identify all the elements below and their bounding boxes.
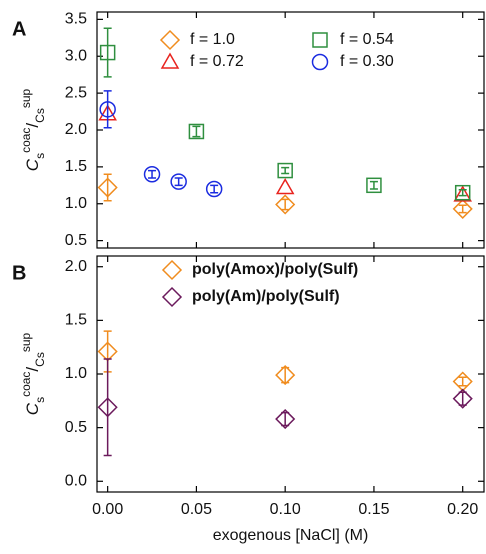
marker <box>452 388 473 409</box>
marker <box>143 166 161 183</box>
y-label-part: s <box>33 108 47 114</box>
error-bar <box>210 184 219 194</box>
marker <box>275 178 295 195</box>
y-tick-label: 1.5 <box>65 158 87 175</box>
x-tick-label: 0.05 <box>181 501 212 518</box>
marker <box>99 44 116 61</box>
legend-marker <box>161 259 183 281</box>
legend-label: f = 0.54 <box>340 31 394 48</box>
marker <box>275 194 296 215</box>
y-label-part: coac <box>19 128 33 153</box>
y-tick-label: 1.0 <box>65 365 87 382</box>
x-tick-label: 0.15 <box>358 501 389 518</box>
x-tick-label: 0.00 <box>92 501 123 518</box>
y-label-part: s <box>33 397 47 403</box>
error-bar <box>103 358 112 457</box>
marker <box>275 408 296 430</box>
error-bar <box>103 90 112 129</box>
y-tick-label: 0.0 <box>65 472 87 489</box>
legend-marker <box>161 286 183 308</box>
legend-label: f = 0.30 <box>340 53 394 70</box>
marker <box>366 177 382 194</box>
series <box>99 27 471 201</box>
legend-label: poly(Am)/poly(Sulf) <box>192 288 340 305</box>
y-tick-label: 0.5 <box>65 419 87 436</box>
marker <box>452 198 473 219</box>
y-tick-label: 2.0 <box>65 258 87 275</box>
y-tick-label: 3.5 <box>65 11 87 28</box>
error-bar <box>281 198 290 211</box>
y-tick-label: 1.5 <box>65 312 87 329</box>
plot-frame <box>96 11 485 249</box>
y-label-part: sup <box>19 332 33 352</box>
marker <box>99 101 116 118</box>
y-tick-label: 3.0 <box>65 47 87 64</box>
legend-label: f = 1.0 <box>190 31 235 48</box>
marker <box>97 177 118 198</box>
y-tick-label: 0.5 <box>65 232 87 249</box>
legend-marker <box>312 32 328 48</box>
error-bar <box>103 27 112 78</box>
marker <box>97 397 118 418</box>
y-label-part: s <box>33 352 47 358</box>
y-label-part: / <box>23 367 42 372</box>
y-axis-label: Cscoac/Cssup <box>19 332 47 415</box>
error-bar <box>281 366 290 384</box>
error-bar <box>174 177 183 187</box>
error-bar <box>458 376 467 387</box>
marker <box>205 180 223 198</box>
legend-marker <box>159 29 181 51</box>
legend-label: poly(Amox)/poly(Sulf) <box>192 261 358 278</box>
x-tick-label: 0.20 <box>447 501 478 518</box>
y-label-part: C <box>33 114 47 123</box>
error-bar <box>192 125 201 138</box>
y-label-part: s <box>33 153 47 159</box>
marker <box>277 162 293 179</box>
series <box>98 104 472 202</box>
panel-label: B <box>12 262 26 284</box>
x-axis-label: exogenous [NaCl] (M) <box>213 527 369 544</box>
marker <box>275 365 296 386</box>
error-bar <box>281 411 290 427</box>
y-label-part: sup <box>19 88 33 108</box>
y-label-part: / <box>23 123 42 128</box>
y-label-part: C <box>23 402 42 415</box>
series <box>97 358 473 457</box>
panel-label: A <box>12 18 26 40</box>
marker <box>170 173 187 190</box>
error-bar <box>458 391 467 406</box>
error-bar <box>458 188 467 197</box>
marker <box>188 123 205 140</box>
series <box>97 173 473 219</box>
y-label-part: coac <box>19 372 33 397</box>
legend-marker <box>311 53 329 71</box>
marker <box>454 184 471 201</box>
series <box>97 330 473 392</box>
y-tick-label: 1.0 <box>65 195 87 212</box>
marker <box>453 185 472 202</box>
y-label-part: C <box>23 158 42 171</box>
legend-marker <box>160 52 180 69</box>
y-label-part: C <box>33 358 47 367</box>
series <box>99 90 223 198</box>
y-tick-label: 2.0 <box>65 121 87 138</box>
error-bar <box>458 204 467 214</box>
error-bar <box>148 169 157 179</box>
error-bar <box>369 180 378 190</box>
y-axis-label: Cscoac/Cssup <box>19 88 47 171</box>
x-tick-label: 0.10 <box>270 501 301 518</box>
legend-label: f = 0.72 <box>190 53 244 70</box>
error-bar <box>281 166 290 175</box>
y-tick-label: 2.5 <box>65 84 87 101</box>
